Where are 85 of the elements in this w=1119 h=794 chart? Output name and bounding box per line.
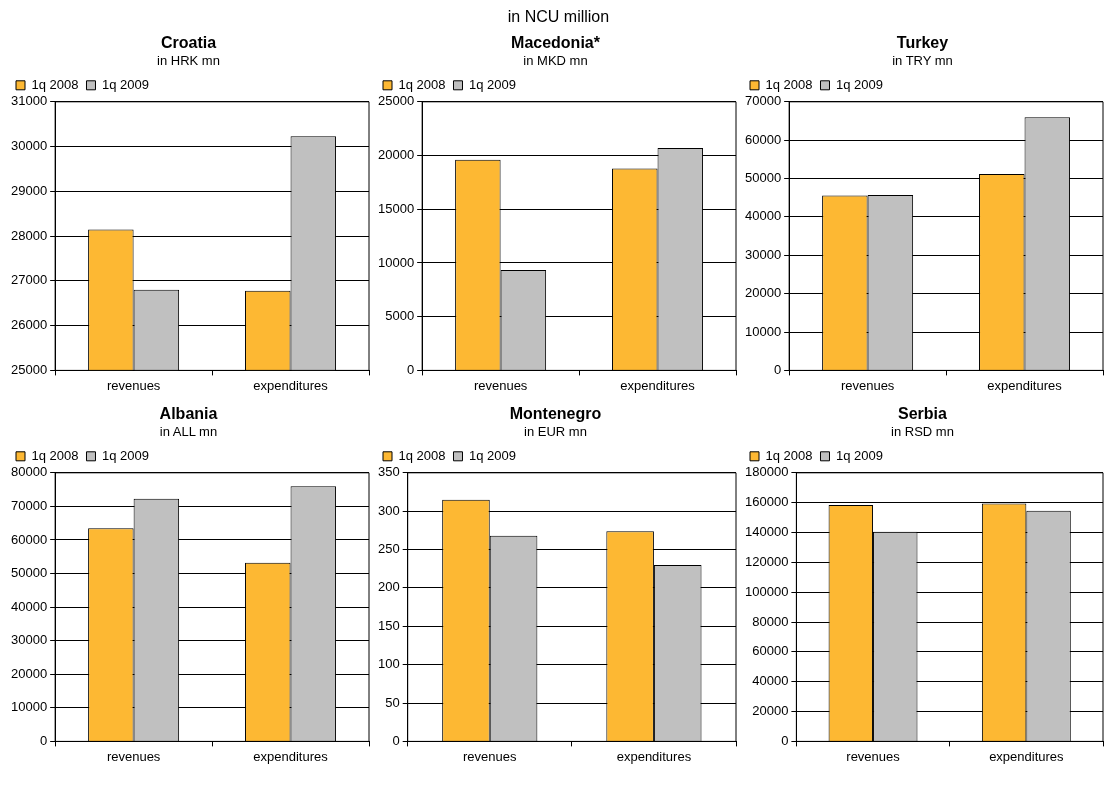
- x-tick-label: revenues: [473, 377, 528, 393]
- chart-subtitle: in ALL mn: [159, 423, 218, 439]
- legend-label: 1q 2008: [398, 76, 446, 92]
- y-tick-label: 20000: [10, 665, 48, 681]
- legend-label: 1q 2009: [835, 447, 883, 463]
- y-tick-label: 30000: [744, 246, 782, 262]
- y-tick-label: 10000: [377, 254, 415, 270]
- y-tick-label: 29000: [10, 182, 48, 198]
- y-tick-label: 150: [377, 617, 400, 633]
- legend-label: 1q 2008: [765, 76, 813, 92]
- y-tick-label: 100: [377, 656, 400, 672]
- y-tick-label: 0: [773, 361, 782, 377]
- y-tick-label: 30000: [10, 632, 48, 648]
- chart-subtitle: in HRK mn: [157, 52, 220, 68]
- y-tick-label: 28000: [10, 227, 48, 243]
- x-tick-label: expenditures: [253, 377, 329, 393]
- y-tick-label: 10000: [744, 323, 782, 339]
- y-tick-label: 250: [377, 541, 400, 557]
- y-tick-label: 180000: [744, 464, 789, 480]
- chart-subtitle: in EUR mn: [524, 423, 587, 439]
- legend-label: 1q 2008: [398, 447, 446, 463]
- chart-title: Macedonia*: [511, 34, 601, 52]
- legend-label: 1q 2009: [468, 76, 516, 92]
- y-tick-label: 26000: [10, 317, 48, 333]
- y-tick-label: 160000: [744, 494, 789, 510]
- y-tick-label: 10000: [10, 699, 48, 715]
- y-tick-label: 50: [385, 694, 400, 710]
- chart-title: Croatia: [160, 34, 217, 52]
- y-tick-label: 200: [377, 579, 400, 595]
- x-tick-label: revenues: [840, 377, 895, 393]
- x-tick-label: expenditures: [253, 748, 329, 764]
- chart-title: Montenegro: [509, 405, 602, 423]
- legend-label: 1q 2008: [31, 76, 79, 92]
- chart-title: Albania: [159, 405, 218, 423]
- y-tick-label: 70000: [10, 497, 48, 513]
- x-tick-label: expenditures: [989, 748, 1065, 764]
- y-tick-label: 60000: [10, 531, 48, 547]
- y-tick-label: 70000: [744, 93, 782, 109]
- y-tick-label: 30000: [10, 138, 48, 154]
- x-tick-label: expenditures: [616, 748, 692, 764]
- y-tick-label: 20000: [752, 703, 789, 719]
- legend-label: 1q 2009: [101, 447, 149, 463]
- y-tick-label: 50000: [10, 565, 48, 581]
- legend-label: 1q 2008: [31, 447, 79, 463]
- y-tick-label: 40000: [744, 208, 782, 224]
- y-tick-label: 20000: [744, 285, 782, 301]
- chart-subtitle: in TRY mn: [892, 52, 953, 68]
- y-tick-label: 25000: [10, 361, 48, 377]
- y-tick-label: 0: [781, 732, 789, 748]
- x-tick-label: revenues: [846, 748, 901, 764]
- y-tick-label: 20000: [377, 147, 415, 163]
- y-tick-label: 27000: [10, 272, 48, 288]
- x-tick-label: revenues: [106, 748, 161, 764]
- y-tick-label: 60000: [744, 131, 782, 147]
- y-tick-label: 40000: [752, 673, 789, 689]
- y-tick-label: 60000: [752, 643, 789, 659]
- legend-label: 1q 2008: [765, 447, 813, 463]
- chart-title: Turkey: [896, 34, 949, 52]
- y-tick-label: 300: [377, 502, 400, 518]
- chart-subtitle: in MKD mn: [523, 52, 588, 68]
- y-tick-label: 0: [392, 732, 400, 748]
- y-tick-label: 40000: [10, 598, 48, 614]
- y-tick-label: 0: [406, 361, 415, 377]
- y-tick-label: 120000: [744, 553, 789, 569]
- legend-label: 1q 2009: [835, 76, 883, 92]
- x-tick-label: revenues: [463, 748, 517, 764]
- y-tick-label: 25000: [377, 93, 415, 109]
- y-tick-label: 15000: [377, 200, 415, 216]
- x-tick-label: expenditures: [620, 377, 696, 393]
- text: in NCU million: [506, 8, 611, 26]
- y-tick-label: 31000: [10, 93, 48, 109]
- y-tick-label: 350: [377, 464, 400, 480]
- y-tick-label: 100000: [744, 583, 789, 599]
- y-tick-label: 0: [39, 732, 48, 748]
- chart-subtitle: in RSD mn: [891, 423, 954, 439]
- y-tick-label: 140000: [744, 524, 789, 540]
- x-tick-label: revenues: [106, 377, 161, 393]
- legend-label: 1q 2009: [101, 76, 149, 92]
- x-tick-label: expenditures: [987, 377, 1063, 393]
- y-tick-label: 5000: [385, 308, 415, 324]
- y-tick-label: 80000: [752, 613, 789, 629]
- legend-label: 1q 2009: [468, 447, 516, 463]
- chart-title: Serbia: [898, 405, 948, 423]
- y-tick-label: 50000: [744, 170, 782, 186]
- y-tick-label: 80000: [10, 464, 48, 480]
